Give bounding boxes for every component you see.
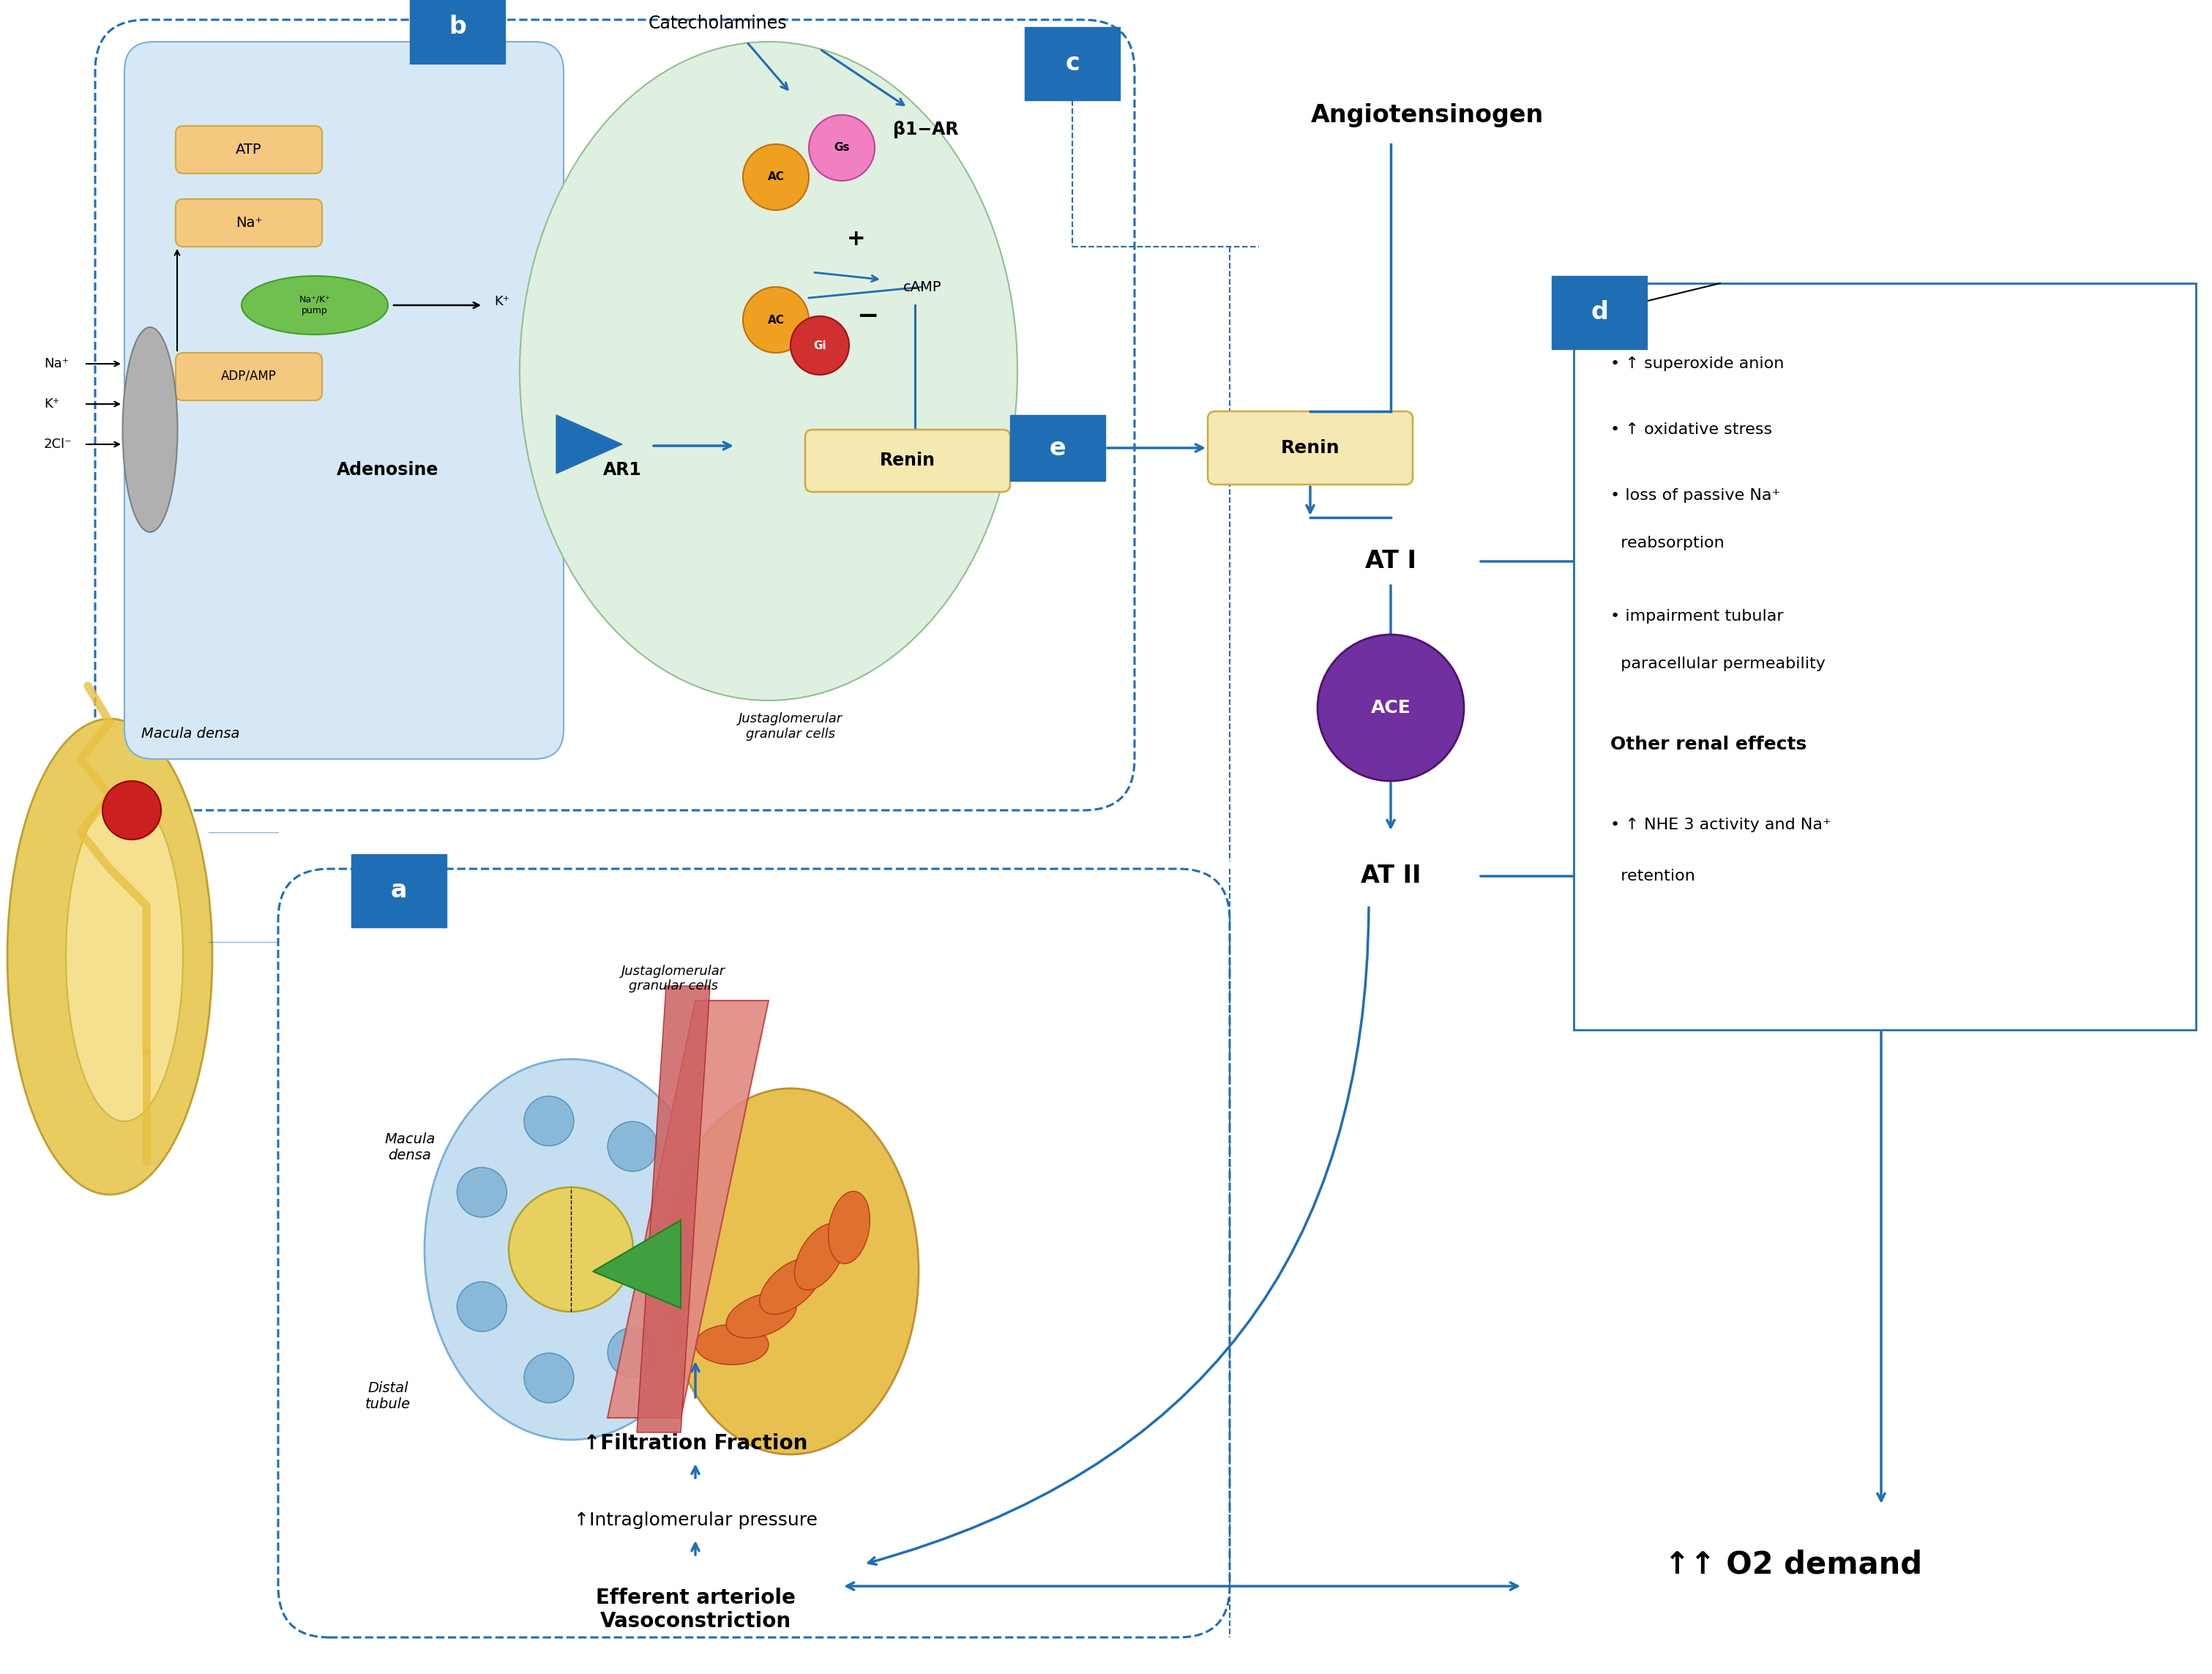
FancyBboxPatch shape: [1011, 415, 1106, 480]
Text: Angiotensinogen: Angiotensinogen: [1312, 102, 1544, 127]
Text: Gi: Gi: [814, 340, 827, 352]
Ellipse shape: [695, 1324, 768, 1364]
Text: b: b: [449, 15, 467, 39]
Text: ↑Intraglomerular pressure: ↑Intraglomerular pressure: [573, 1512, 816, 1528]
FancyBboxPatch shape: [409, 0, 504, 64]
Text: β1−AR: β1−AR: [894, 121, 958, 139]
FancyBboxPatch shape: [175, 126, 323, 174]
Circle shape: [509, 1187, 633, 1312]
Circle shape: [1318, 634, 1464, 782]
Text: ATP: ATP: [237, 142, 261, 156]
Text: Catecholamines: Catecholamines: [648, 15, 787, 32]
Text: Justaglomerular
granular cells: Justaglomerular granular cells: [622, 964, 726, 993]
Text: ↑Filtration Fraction: ↑Filtration Fraction: [584, 1433, 807, 1453]
Text: • impairment tubular: • impairment tubular: [1610, 609, 1783, 624]
Ellipse shape: [66, 792, 184, 1122]
Text: Na⁺: Na⁺: [234, 216, 263, 229]
FancyBboxPatch shape: [805, 430, 1011, 492]
Ellipse shape: [520, 42, 1018, 700]
Ellipse shape: [425, 1060, 717, 1440]
Text: ↑↑ O2 demand: ↑↑ O2 demand: [1663, 1548, 1922, 1580]
Text: • loss of passive Na⁺: • loss of passive Na⁺: [1610, 489, 1781, 502]
Ellipse shape: [794, 1224, 845, 1291]
Polygon shape: [593, 1220, 681, 1307]
Polygon shape: [637, 986, 710, 1433]
Text: AT I: AT I: [1365, 549, 1416, 574]
Text: cAMP: cAMP: [902, 280, 942, 295]
Circle shape: [458, 1282, 507, 1331]
Text: Other renal effects: Other renal effects: [1610, 735, 1807, 753]
Ellipse shape: [7, 718, 212, 1195]
Text: a: a: [392, 879, 407, 902]
Circle shape: [608, 1327, 657, 1378]
Text: e: e: [1048, 435, 1066, 460]
Text: ADP/AMP: ADP/AMP: [221, 370, 276, 383]
Text: Efferent arteriole
Vasoconstriction: Efferent arteriole Vasoconstriction: [595, 1587, 796, 1632]
Text: paracellular permeability: paracellular permeability: [1610, 656, 1825, 671]
Text: • ↑ superoxide anion: • ↑ superoxide anion: [1610, 357, 1785, 372]
Text: retention: retention: [1610, 869, 1694, 884]
Ellipse shape: [661, 1088, 918, 1455]
Text: Adenosine: Adenosine: [336, 460, 438, 479]
FancyBboxPatch shape: [1208, 412, 1413, 484]
Text: +: +: [847, 229, 865, 249]
Text: Macula densa: Macula densa: [142, 727, 239, 742]
Circle shape: [608, 1122, 657, 1172]
Text: • ↑ oxidative stress: • ↑ oxidative stress: [1610, 422, 1772, 437]
Ellipse shape: [241, 276, 387, 335]
Circle shape: [810, 116, 874, 181]
FancyBboxPatch shape: [124, 42, 564, 758]
Text: Justaglomerular
granular cells: Justaglomerular granular cells: [739, 713, 843, 742]
Text: Distal
tubule: Distal tubule: [365, 1381, 411, 1411]
Text: ACE: ACE: [1371, 700, 1411, 716]
Ellipse shape: [827, 1192, 869, 1264]
Text: d: d: [1590, 300, 1608, 325]
Circle shape: [743, 144, 810, 209]
Text: K⁺: K⁺: [44, 397, 60, 410]
Text: reabsorption: reabsorption: [1610, 536, 1725, 551]
Ellipse shape: [759, 1257, 821, 1314]
Text: c: c: [1066, 52, 1079, 75]
Polygon shape: [555, 415, 622, 474]
Text: −: −: [856, 303, 878, 328]
FancyBboxPatch shape: [1573, 283, 2197, 1030]
Text: Gs: Gs: [834, 142, 849, 154]
Ellipse shape: [726, 1292, 796, 1338]
Text: • ↑ NHE 3 activity and Na⁺: • ↑ NHE 3 activity and Na⁺: [1610, 817, 1832, 832]
FancyBboxPatch shape: [1553, 276, 1648, 350]
FancyBboxPatch shape: [175, 353, 323, 400]
Text: Na⁺/K⁺
pump: Na⁺/K⁺ pump: [299, 295, 330, 315]
Text: K⁺: K⁺: [493, 295, 509, 308]
Circle shape: [458, 1167, 507, 1217]
Text: AR1: AR1: [604, 460, 641, 479]
Ellipse shape: [122, 326, 177, 532]
FancyBboxPatch shape: [1024, 27, 1119, 100]
Circle shape: [524, 1353, 573, 1403]
Circle shape: [646, 1225, 695, 1274]
FancyBboxPatch shape: [352, 854, 447, 927]
Circle shape: [790, 316, 849, 375]
Text: Na⁺: Na⁺: [44, 357, 69, 370]
Circle shape: [524, 1096, 573, 1147]
FancyBboxPatch shape: [175, 199, 323, 246]
Text: Renin: Renin: [880, 452, 936, 469]
Text: AC: AC: [768, 315, 785, 325]
Text: Macula
densa: Macula densa: [385, 1132, 436, 1162]
Circle shape: [743, 286, 810, 353]
Circle shape: [102, 782, 161, 840]
Text: AC: AC: [768, 172, 785, 182]
Text: Renin: Renin: [1281, 439, 1340, 457]
Text: AT II: AT II: [1360, 864, 1420, 889]
Polygon shape: [608, 1001, 768, 1418]
FancyArrowPatch shape: [869, 907, 1369, 1565]
Text: 2Cl⁻: 2Cl⁻: [44, 437, 73, 450]
